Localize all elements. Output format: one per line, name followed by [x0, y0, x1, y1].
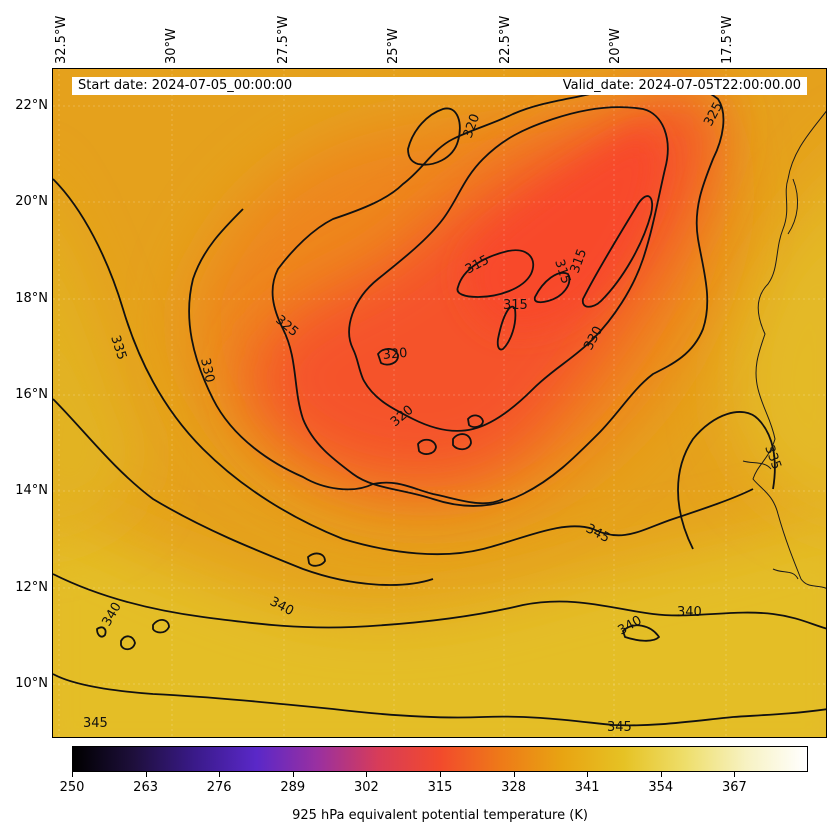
colorbar-tick-label: 328	[501, 780, 526, 795]
contour-345-south	[53, 673, 826, 727]
contour-330-east	[677, 411, 776, 550]
contour-320-north	[407, 107, 461, 166]
map-canvas: 320 325 315 315 315 315 335 330 325 320 …	[53, 69, 826, 737]
lon-label: 22.5°W	[498, 15, 513, 64]
colorbar-tick-mark	[440, 772, 441, 777]
lon-label: 17.5°W	[720, 15, 735, 64]
colorbar-tick-mark	[587, 772, 589, 777]
lat-label: 22°N	[15, 98, 48, 113]
contour-345-west	[53, 398, 434, 586]
contour-320	[348, 106, 669, 432]
field-warm-west	[53, 226, 138, 533]
contour-label: 330	[197, 357, 217, 384]
colorbar-tick-mark	[366, 772, 368, 777]
field-warm-east	[731, 187, 826, 516]
contour-label: 315	[503, 298, 528, 313]
colorbar-tick-label: 354	[648, 780, 674, 795]
contour-small-4	[467, 414, 484, 428]
colorbar-tick-label: 276	[206, 780, 232, 795]
contours	[53, 81, 826, 727]
lat-label: 18°N	[15, 291, 48, 306]
colorbar-tick-mark	[734, 772, 736, 777]
lon-label: 20°W	[608, 28, 623, 64]
lon-label: 27.5°W	[276, 15, 291, 64]
contour-label: 335	[107, 334, 129, 362]
colorbar-tick-mark	[72, 772, 73, 777]
contour-small-5	[96, 626, 107, 638]
colorbar-tick-label: 367	[721, 780, 747, 795]
contour-315-d	[496, 305, 517, 351]
contour-335	[53, 178, 754, 556]
colorbar-tick-label: 302	[353, 780, 379, 795]
contour-315-a	[456, 249, 535, 298]
contour-small-6	[120, 635, 136, 651]
colorbar-tick-label: 315	[427, 780, 453, 795]
lat-label: 10°N	[15, 676, 48, 691]
colorbar-tick-mark	[660, 772, 662, 777]
contour-315-b	[533, 271, 571, 304]
contour-label: 345	[83, 716, 108, 731]
lon-label: 30°W	[164, 28, 179, 64]
valid-date-text: Valid_date: 2024-07-05T22:00:00.00	[562, 78, 801, 93]
lon-label: 32.5°W	[54, 15, 69, 64]
lat-label: 16°N	[15, 387, 48, 402]
contour-340	[53, 573, 826, 630]
contour-small-2	[417, 438, 437, 455]
contour-small-8	[622, 624, 660, 642]
contour-small-7	[152, 619, 170, 634]
field-core-inner	[464, 129, 658, 331]
contour-330	[188, 208, 504, 505]
lat-label: 20°N	[15, 194, 48, 209]
contour-small-1	[377, 347, 399, 366]
colorbar-tick-label: 250	[59, 780, 85, 795]
lat-label: 14°N	[15, 483, 48, 498]
contour-small-3	[452, 433, 472, 451]
map-frame: 320 325 315 315 315 315 335 330 325 320 …	[52, 68, 827, 738]
colorbar-tick-mark	[219, 772, 221, 777]
start-date-text: Start date: 2024-07-05_00:00:00	[78, 78, 293, 93]
contour-label: 340	[677, 605, 702, 620]
contour-325	[271, 81, 725, 507]
field-warm-south	[53, 508, 826, 737]
contour-small-9	[307, 552, 326, 567]
colorbar	[72, 746, 808, 772]
date-info-bar: Start date: 2024-07-05_00:00:00 Valid_da…	[72, 77, 807, 95]
contour-label: 315	[551, 258, 573, 286]
colorbar-tick-label: 263	[133, 780, 158, 795]
contour-label: 345	[607, 720, 632, 735]
lat-label: 12°N	[15, 580, 48, 595]
colorbar-tick-mark	[513, 772, 515, 777]
coastline	[742, 110, 826, 589]
colorbar-tick-mark	[145, 772, 147, 777]
lon-label: 25°W	[386, 28, 401, 64]
contour-label: 320	[382, 346, 408, 363]
colorbar-tick-label: 341	[574, 780, 600, 795]
colorbar-label: 925 hPa equivalent potential temperature…	[292, 808, 588, 823]
contour-315-c	[581, 195, 653, 308]
colorbar-tick-label: 289	[280, 780, 306, 795]
colorbar-tick-mark	[292, 772, 294, 777]
